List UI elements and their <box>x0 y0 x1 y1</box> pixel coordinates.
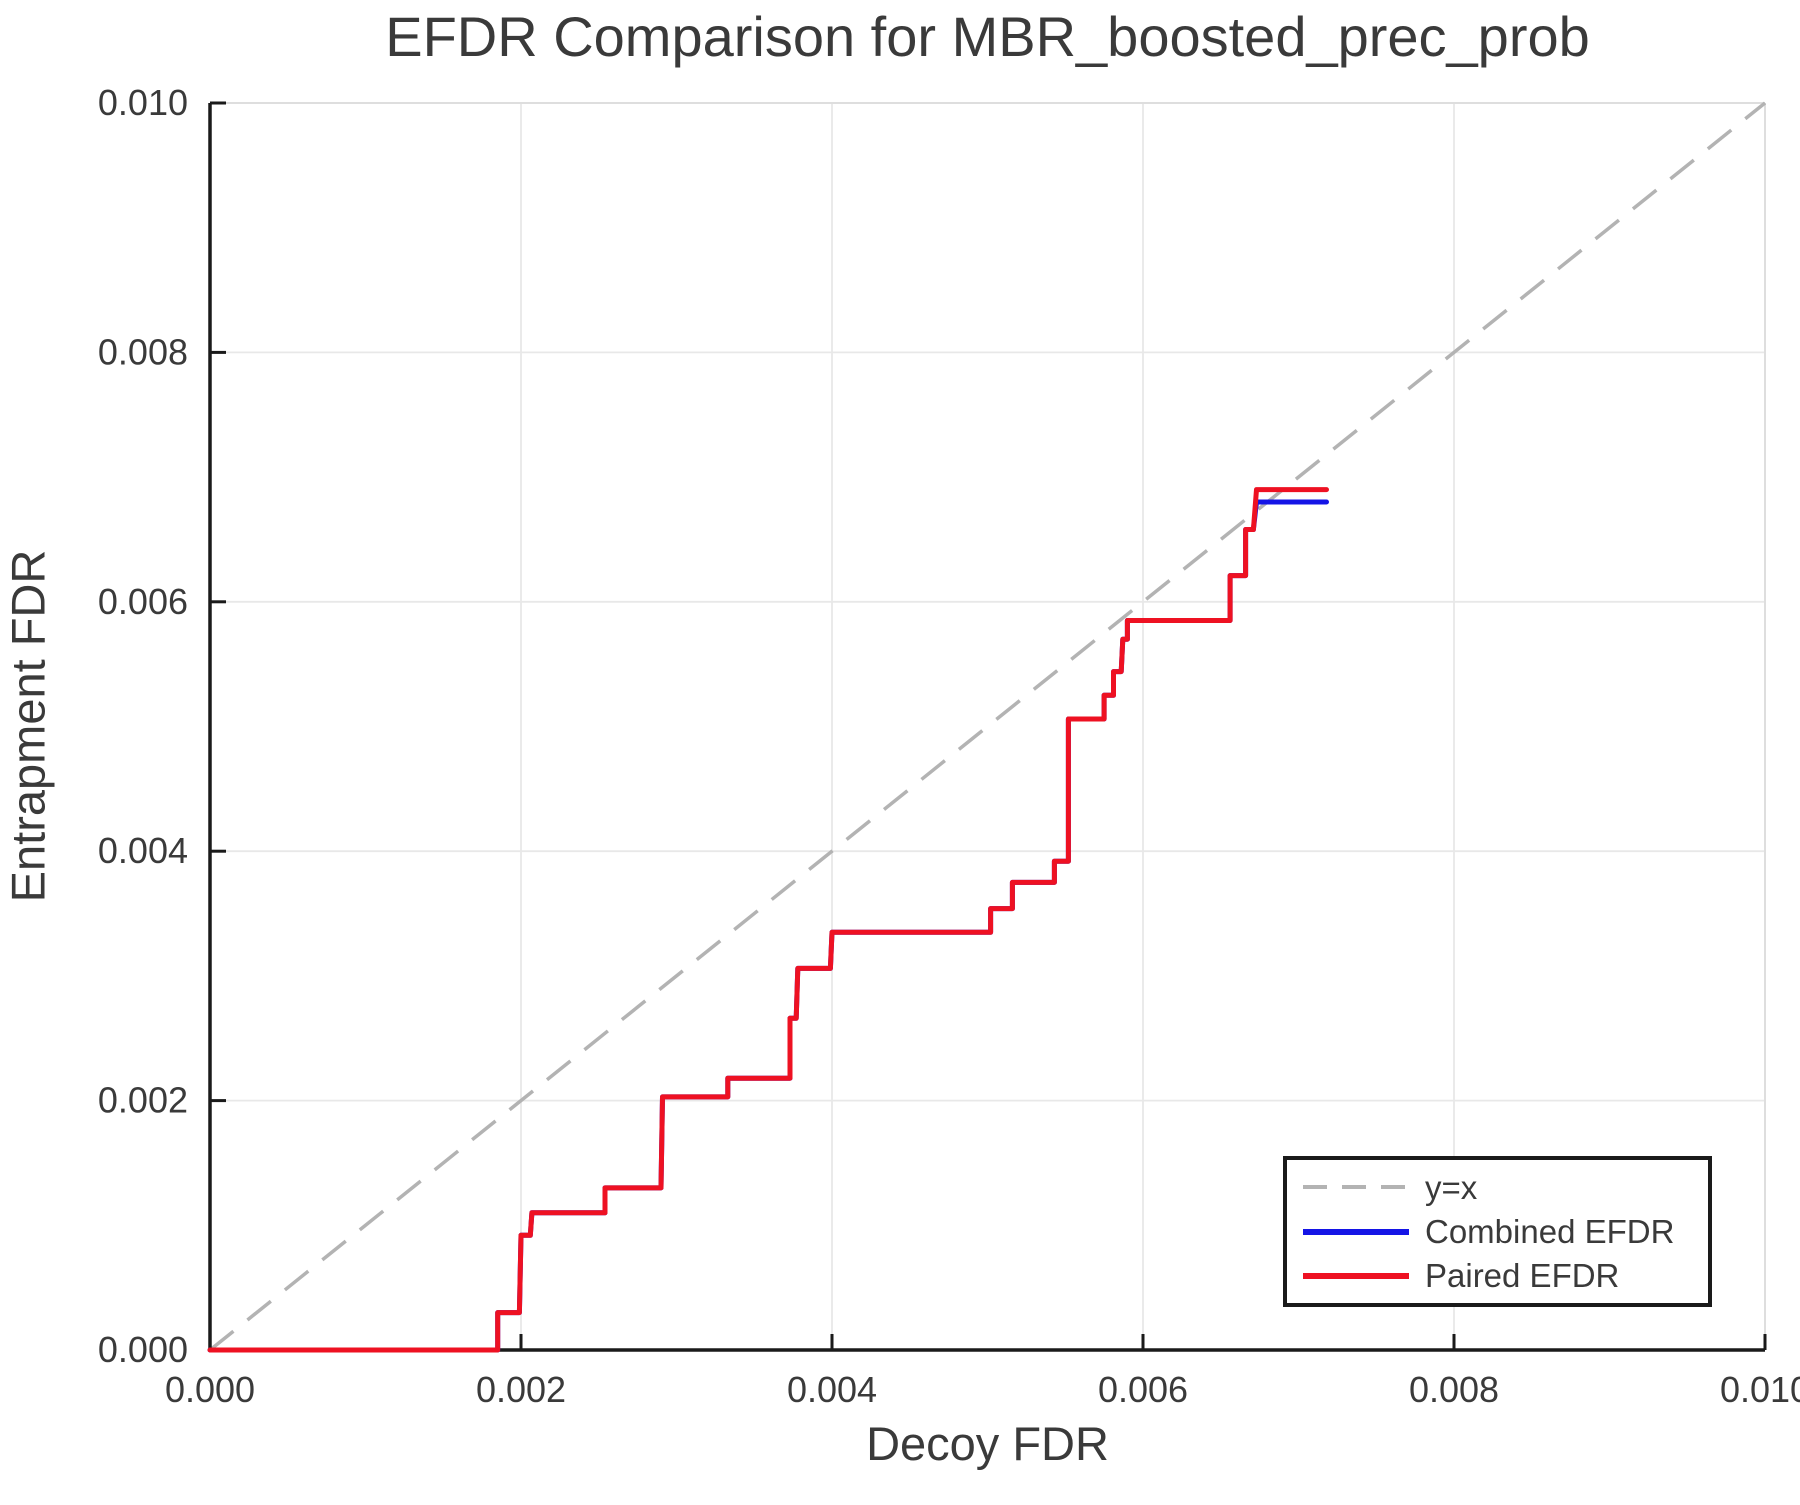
x-tick-label: 0.010 <box>1720 1369 1800 1410</box>
legend-label-paired-efdr: Paired EFDR <box>1425 1257 1620 1295</box>
legend-yx-line-sample <box>1303 1182 1409 1192</box>
legend-paired-line-sample <box>1303 1271 1409 1281</box>
y-tick-label: 0.004 <box>98 830 188 871</box>
x-tick-label: 0.008 <box>1409 1369 1499 1410</box>
legend-combined-line-sample <box>1303 1227 1409 1237</box>
x-tick-label: 0.006 <box>1098 1369 1188 1410</box>
series-path-paired-efdr <box>207 487 1329 1353</box>
y-tick-label: 0.010 <box>98 82 188 123</box>
legend-entry-paired-efdr: Paired EFDR <box>1303 1257 1708 1295</box>
reference-line-yx <box>208 101 1767 1352</box>
y-axis-title: Entrapment FDR <box>1 549 55 903</box>
series-path-combined-efdr <box>207 499 1329 1353</box>
x-tick-label: 0.004 <box>787 1369 877 1410</box>
y-tick-label: 0.002 <box>98 1080 188 1121</box>
y-tick-label: 0.008 <box>98 331 188 372</box>
chart-title: EFDR Comparison for MBR_boosted_prec_pro… <box>385 5 1590 68</box>
x-tick-label: 0.002 <box>476 1369 566 1410</box>
legend-entry-yx: y=x <box>1303 1168 1708 1206</box>
legend-label-combined-efdr: Combined EFDR <box>1425 1213 1675 1250</box>
legend: y=x Combined EFDR Paired EFDR <box>1283 1156 1712 1307</box>
y-tick-label: 0.000 <box>98 1329 188 1370</box>
x-axis-title: Decoy FDR <box>866 1417 1109 1470</box>
legend-label-yx: y=x <box>1425 1168 1478 1206</box>
y-tick-label: 0.006 <box>98 581 188 622</box>
x-tick-label: 0.000 <box>165 1369 255 1410</box>
legend-entry-combined-efdr: Combined EFDR <box>1303 1213 1708 1251</box>
